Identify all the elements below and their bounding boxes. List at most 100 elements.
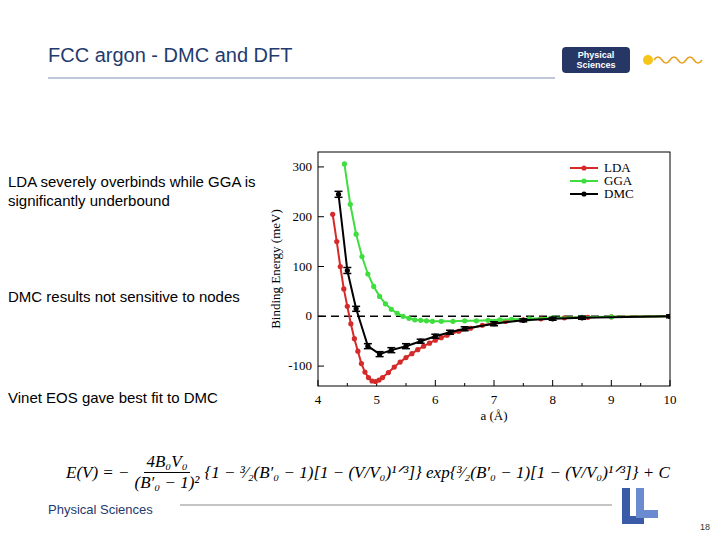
- point: [359, 254, 364, 259]
- error-bar: [446, 330, 454, 334]
- point: [354, 306, 359, 311]
- point: [377, 294, 382, 299]
- y-tick-label: 0: [306, 308, 313, 323]
- x-axis-label: a (Å): [480, 408, 507, 423]
- plot-data: [318, 161, 670, 384]
- equation-body: {1 − ³⁄₂(B′₀ − 1)[1 − (V/V₀)¹ᐟ³]} exp{³⁄…: [204, 462, 669, 483]
- point: [359, 361, 364, 366]
- x-tick-label: 5: [373, 392, 380, 407]
- y-tick: [318, 366, 324, 367]
- point: [424, 318, 429, 323]
- point: [497, 317, 502, 322]
- x-tick: [318, 380, 319, 386]
- point: [450, 319, 455, 324]
- point: [392, 364, 397, 369]
- legend-marker: [581, 165, 586, 170]
- point: [334, 239, 339, 244]
- bullet: DMC results not sensitive to nodes: [8, 287, 263, 306]
- x-minor-tick: [640, 383, 641, 386]
- point: [362, 369, 367, 374]
- equation: E(V) = −4B₀V₀(B′₀ − 1)²{1 − ³⁄₂(B′₀ − 1)…: [66, 452, 670, 493]
- point: [462, 318, 467, 323]
- footer-text: Physical Sciences: [48, 502, 153, 517]
- y-tick: [318, 216, 324, 217]
- legend-label: DMC: [604, 186, 634, 201]
- bullet: Vinet EOS gave best fit to DMC: [8, 388, 263, 407]
- point: [345, 304, 350, 309]
- point: [355, 349, 360, 354]
- page-number: 18: [700, 522, 710, 532]
- x-minor-tick: [464, 383, 465, 386]
- logo-sun: [643, 55, 653, 65]
- canvas: PhysicalSciences45678910-1000100200300a …: [0, 0, 720, 540]
- error-bar: [461, 327, 469, 331]
- bullet: LDA severely overbinds while GGA is sign…: [8, 172, 263, 210]
- error-bar: [417, 339, 425, 343]
- point: [371, 284, 376, 289]
- y-tick-label: -100: [288, 358, 312, 373]
- y-axis-label: Binding Energy (meV): [268, 209, 283, 329]
- logo-text: Sciences: [576, 60, 615, 70]
- logo-wave: [654, 57, 702, 63]
- y-tick: [318, 166, 324, 167]
- point: [352, 336, 357, 341]
- equation-fraction: 4B₀V₀(B′₀ − 1)²: [133, 452, 202, 493]
- chart-background: [263, 90, 720, 440]
- x-minor-tick: [523, 383, 524, 386]
- point: [418, 339, 423, 344]
- error-bar: [376, 352, 384, 357]
- point: [491, 321, 496, 326]
- point: [412, 317, 417, 322]
- logo-text: Physical: [578, 50, 615, 60]
- error-bar: [352, 306, 360, 311]
- plot-frame: [318, 152, 670, 386]
- lab-logo: [636, 488, 658, 518]
- point: [427, 341, 432, 346]
- point: [365, 271, 370, 276]
- point: [365, 344, 370, 349]
- point: [338, 264, 343, 269]
- point: [667, 314, 670, 319]
- error-bar: [387, 348, 395, 353]
- error-bar: [490, 322, 498, 326]
- x-tick-label: 9: [608, 392, 615, 407]
- slide: PhysicalSciences45678910-1000100200300a …: [0, 0, 720, 540]
- x-minor-tick: [582, 383, 583, 386]
- error-bar: [364, 344, 372, 349]
- equation-numerator: 4B₀V₀: [144, 452, 189, 473]
- x-tick-label: 6: [432, 392, 439, 407]
- x-tick-label: 10: [664, 392, 677, 407]
- x-tick: [611, 380, 612, 386]
- point: [462, 326, 467, 331]
- point: [403, 344, 408, 349]
- point: [380, 375, 385, 380]
- x-minor-tick: [406, 383, 407, 386]
- title-rule: [48, 78, 555, 79]
- point: [521, 318, 526, 323]
- y-tick: [318, 266, 324, 267]
- equation-lhs: E(V) = −: [66, 463, 130, 483]
- point: [348, 321, 353, 326]
- series-line: [344, 164, 670, 321]
- x-tick: [670, 380, 671, 386]
- point: [354, 232, 359, 237]
- y-tick-label: 300: [293, 159, 313, 174]
- point: [406, 316, 411, 321]
- x-tick-label: 4: [315, 392, 322, 407]
- point: [403, 355, 408, 360]
- error-bar: [402, 344, 410, 349]
- legend-marker: [581, 178, 586, 183]
- equation-denominator: (B′₀ − 1)²: [133, 473, 202, 493]
- logo-box: [562, 47, 630, 73]
- x-tick: [494, 380, 495, 386]
- point: [330, 212, 335, 217]
- point: [400, 314, 405, 319]
- point: [421, 344, 426, 349]
- point: [386, 370, 391, 375]
- series-line: [333, 214, 670, 381]
- series-line: [339, 194, 670, 354]
- point: [389, 307, 394, 312]
- point: [579, 315, 584, 320]
- error-bar: [335, 191, 343, 197]
- error-bar: [343, 268, 351, 274]
